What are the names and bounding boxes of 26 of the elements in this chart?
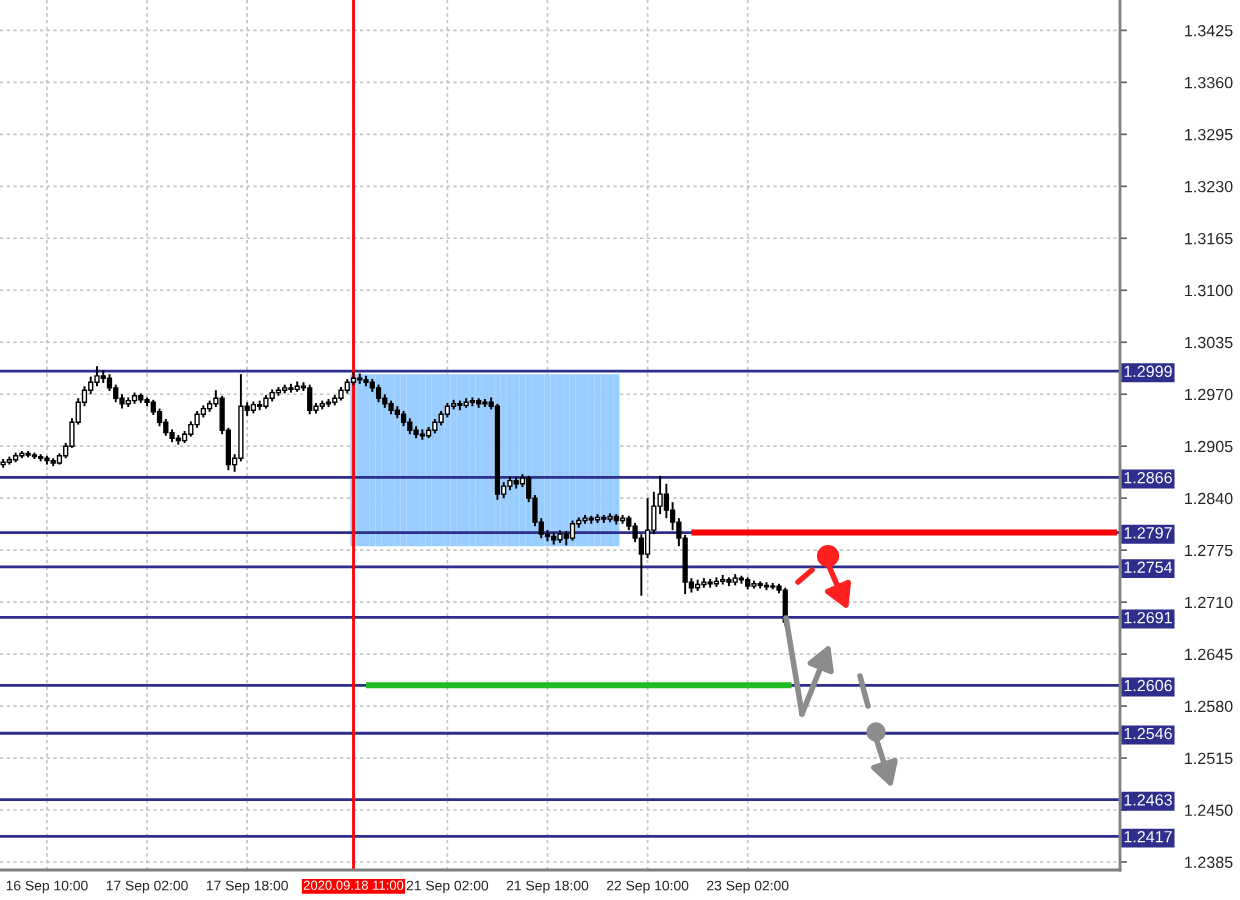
y-tick-label: 1.3035 <box>1185 336 1233 349</box>
ref-line-label: 1.2463 <box>1124 794 1172 806</box>
y-tick-label: 1.3165 <box>1185 232 1233 245</box>
y-tick-label: 1.2515 <box>1185 752 1233 765</box>
y-tick-label: 1.3360 <box>1185 76 1233 89</box>
y-tick-label: 1.2450 <box>1185 804 1233 817</box>
y-tick-label: 1.3295 <box>1185 128 1233 141</box>
y-tick-label: 1.2385 <box>1185 856 1233 868</box>
y-tick-label: 1.3230 <box>1185 180 1233 193</box>
ref-line-label: 1.2999 <box>1124 365 1172 378</box>
y-tick-label: 1.2580 <box>1185 700 1233 713</box>
y-tick-label: 1.3425 <box>1185 24 1233 37</box>
ref-line-label: 1.2866 <box>1124 471 1172 484</box>
ref-line-label: 1.2546 <box>1124 727 1172 740</box>
ref-line-label: 1.2797 <box>1124 527 1172 539</box>
ref-line-label: 1.2417 <box>1124 831 1172 843</box>
y-tick-label: 1.2775 <box>1185 544 1233 557</box>
y-tick-label: 1.3100 <box>1185 284 1233 297</box>
y-tick-label: 1.2970 <box>1185 388 1233 401</box>
ref-line-label: 1.2754 <box>1124 561 1173 573</box>
y-tick-label: 1.2710 <box>1185 596 1233 609</box>
y-tick-label: 1.2905 <box>1185 440 1233 453</box>
ref-line-label: 1.2691 <box>1124 611 1172 624</box>
y-tick-label: 1.2645 <box>1185 648 1233 661</box>
ref-line-label: 1.2606 <box>1124 679 1172 692</box>
y-tick-label: 1.2840 <box>1185 492 1233 505</box>
